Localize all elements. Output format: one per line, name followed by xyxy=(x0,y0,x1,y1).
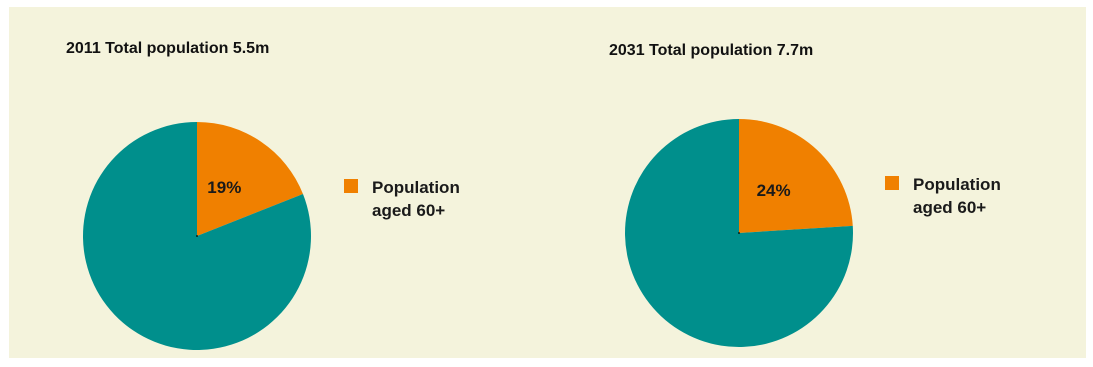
legend-swatch-2031 xyxy=(885,176,899,190)
pie-chart-2031: 2031 Total population 7.7m 24% Populatio… xyxy=(549,7,1069,358)
chart-title-2011: 2011 Total population 5.5m xyxy=(66,40,270,57)
chart-title-2031: 2031 Total population 7.7m xyxy=(609,42,814,59)
slice-value-label-2031: 24% xyxy=(757,181,791,200)
pie-chart-2011: 2011 Total population 5.5m 19% Populatio… xyxy=(9,7,529,358)
slice-value-label-2011: 19% xyxy=(207,178,241,197)
chart-panel: 2011 Total population 5.5m 19% Populatio… xyxy=(9,7,1086,358)
legend-2011: Population aged 60+ xyxy=(344,176,492,222)
pie-center-dot-2011 xyxy=(196,235,198,237)
pie-slice-aged-60-plus-2031 xyxy=(739,119,853,233)
pie-center-dot-2031 xyxy=(738,232,740,234)
legend-label-2031: Population aged 60+ xyxy=(913,175,1001,217)
legend-swatch-2011 xyxy=(344,179,358,193)
pie-slice-aged-60-plus-2011 xyxy=(197,122,303,236)
legend-label-2011: Population aged 60+ xyxy=(372,178,460,220)
pie-2031: 24% xyxy=(625,119,854,347)
pie-2011: 19% xyxy=(82,121,311,350)
legend-2031: Population aged 60+ xyxy=(885,173,1033,219)
